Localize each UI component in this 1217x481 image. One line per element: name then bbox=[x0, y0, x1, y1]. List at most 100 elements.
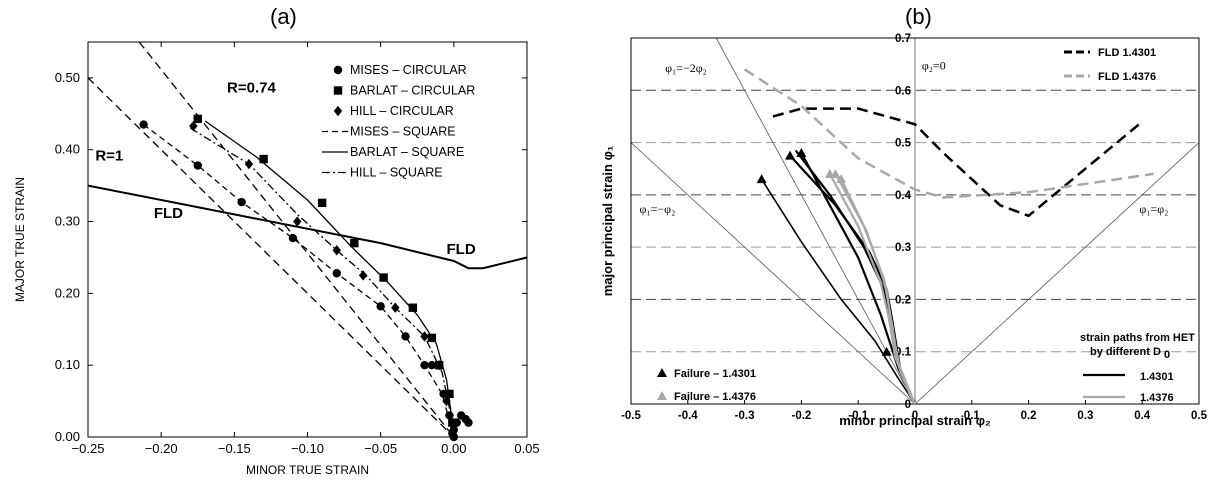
reference-label-b: φ₁=−φ₂ bbox=[640, 202, 676, 216]
legend-label-a: BARLAT – CIRCULAR bbox=[350, 84, 475, 98]
legend-label-b: FLD 1.4376 bbox=[1098, 71, 1156, 83]
series-line-a-barlat-square bbox=[204, 120, 454, 423]
series-line-b-1-4376 bbox=[840, 178, 917, 404]
x-axis-title-b: minor principal strain φ₂ bbox=[839, 413, 991, 428]
data-point-b-failure-1-4376 bbox=[830, 168, 841, 178]
x-tick-label-a: 0.05 bbox=[514, 441, 539, 456]
y-tick-label-a: 0.20 bbox=[55, 285, 80, 300]
x-tick-label-b: 0 bbox=[912, 410, 918, 422]
y-tick-label-b: 0.3 bbox=[895, 242, 911, 254]
y-tick-label-b: 0.5 bbox=[895, 138, 912, 150]
data-point-a-hill-circular bbox=[358, 270, 368, 281]
reference-line-b bbox=[631, 142, 916, 404]
legend-title-b2: by different D bbox=[1090, 346, 1161, 358]
data-point-a-mises-circular bbox=[464, 418, 473, 427]
series-line-a-r-0-74-limit bbox=[138, 42, 455, 437]
x-tick-label-b: -0.5 bbox=[621, 410, 641, 422]
data-point-b-failure-1-4301 bbox=[756, 174, 767, 184]
legend-label-b: Failure – 1.4301 bbox=[674, 368, 756, 380]
data-point-a-hill-circular bbox=[293, 216, 302, 227]
y-tick-label-b: 0.2 bbox=[895, 294, 911, 306]
series-line-b-fld-1-4301 bbox=[772, 107, 1143, 218]
x-axis-title-a: MINOR TRUE STRAIN bbox=[246, 463, 369, 477]
y-axis-title-a: MAJOR TRUE STRAIN bbox=[13, 177, 27, 302]
series-line-b-1-4301 bbox=[794, 149, 916, 404]
x-tick-label-b: 0.1 bbox=[964, 410, 981, 422]
data-point-a-barlat-circular bbox=[445, 389, 454, 399]
series-line-b-1-4376 bbox=[828, 173, 916, 404]
reference-line-b bbox=[715, 38, 916, 404]
data-point-b-failure-1-4301 bbox=[881, 346, 892, 356]
legend-label-b: 1.4376 bbox=[1140, 392, 1174, 404]
data-point-a-barlat-circular bbox=[317, 198, 327, 208]
series-line-a-fld bbox=[88, 184, 527, 270]
legend-label-b: Failure – 1.4376 bbox=[674, 391, 756, 403]
panel-label-a: (a) bbox=[270, 4, 297, 29]
legend-marker-a bbox=[333, 86, 343, 95]
reference-label-b: φ₁=φ₂ bbox=[1139, 202, 1168, 216]
x-tick-label-a: −0.15 bbox=[218, 441, 251, 456]
x-tick-label-a: −0.25 bbox=[72, 441, 105, 456]
data-point-a-mises-circular bbox=[448, 429, 457, 438]
x-tick-label-b: -0.4 bbox=[678, 410, 698, 422]
reference-label-b: φ₁=−2φ₂ bbox=[665, 61, 707, 75]
data-point-a-hill-circular bbox=[332, 245, 341, 256]
legend-marker-b bbox=[657, 391, 667, 400]
data-point-b-failure-1-4376 bbox=[836, 174, 847, 184]
y-tick-label-b: 0 bbox=[905, 399, 911, 411]
annotation-a: R=1 bbox=[95, 148, 123, 165]
series-line-a-mises-square bbox=[143, 124, 455, 437]
x-tick-label-b: -0.3 bbox=[735, 410, 755, 422]
x-tick-label-b: 0.5 bbox=[1191, 410, 1208, 422]
x-tick-label-b: 0.2 bbox=[1021, 410, 1037, 422]
legend-label-a: HILL – SQUARE bbox=[350, 166, 443, 180]
series-line-b-fld-1-4376 bbox=[743, 68, 1154, 199]
y-tick-label-a: 0.30 bbox=[55, 214, 80, 229]
x-tick-label-a: −0.10 bbox=[291, 441, 324, 456]
series-line-a-r-1-limit bbox=[88, 77, 455, 437]
x-tick-label-b: 0.3 bbox=[1077, 410, 1093, 422]
legend-marker-a bbox=[333, 105, 343, 117]
data-point-a-mises-circular bbox=[427, 360, 437, 370]
data-point-a-barlat-circular bbox=[259, 154, 268, 164]
annotation-a: FLD bbox=[154, 205, 183, 222]
legend-marker-a bbox=[333, 65, 343, 75]
y-tick-label-a: 0.40 bbox=[55, 142, 80, 157]
legend-label-a: MISES – SQUARE bbox=[350, 125, 456, 139]
reference-label-b: φ₂=0 bbox=[922, 58, 946, 72]
data-point-b-failure-1-4301 bbox=[785, 150, 796, 160]
series-line-b-1-4301 bbox=[760, 178, 916, 404]
y-tick-label-a: 0.50 bbox=[55, 70, 80, 85]
legend-label-a: MISES – CIRCULAR bbox=[350, 63, 467, 77]
data-point-a-barlat-circular bbox=[448, 418, 457, 427]
legend-label-b: FLD 1.4301 bbox=[1098, 47, 1156, 59]
x-tick-label-b: -0.2 bbox=[791, 410, 811, 422]
y-tick-label-b: 0.7 bbox=[895, 33, 911, 45]
legend-title-b2-sub: 0 bbox=[1164, 349, 1170, 361]
annotation-a: FLD bbox=[447, 241, 476, 258]
x-tick-label-a: −0.05 bbox=[364, 441, 397, 456]
legend-marker-b bbox=[657, 368, 667, 377]
x-tick-label-b: -0.1 bbox=[848, 410, 868, 422]
y-tick-label-b: 0.4 bbox=[895, 190, 912, 202]
y-tick-label-a: 0.00 bbox=[55, 429, 80, 444]
y-tick-label-a: 0.10 bbox=[55, 357, 80, 372]
x-tick-label-b: 0.4 bbox=[1134, 410, 1151, 422]
annotation-a: R=0.74 bbox=[227, 79, 276, 96]
plot-frame-a bbox=[87, 41, 528, 438]
legend-label-a: HILL – CIRCULAR bbox=[350, 104, 454, 118]
y-tick-label-b: 0.6 bbox=[895, 85, 911, 97]
x-tick-label-a: −0.20 bbox=[145, 441, 178, 456]
legend-label-b: 1.4301 bbox=[1140, 371, 1174, 383]
data-point-b-failure-1-4301 bbox=[796, 148, 807, 158]
series-line-a-hill-square bbox=[190, 127, 452, 416]
data-point-a-barlat-circular bbox=[408, 303, 418, 312]
legend-title-b: strain paths from HET bbox=[1080, 332, 1195, 344]
legend-label-a: BARLAT – SQUARE bbox=[350, 145, 464, 159]
y-axis-title-b: major principal strain φ₁ bbox=[600, 146, 615, 297]
data-point-a-barlat-circular bbox=[193, 114, 202, 124]
reference-line-b bbox=[914, 142, 1199, 404]
data-point-a-barlat-circular bbox=[350, 238, 359, 248]
panel-label-b: (b) bbox=[905, 4, 932, 29]
